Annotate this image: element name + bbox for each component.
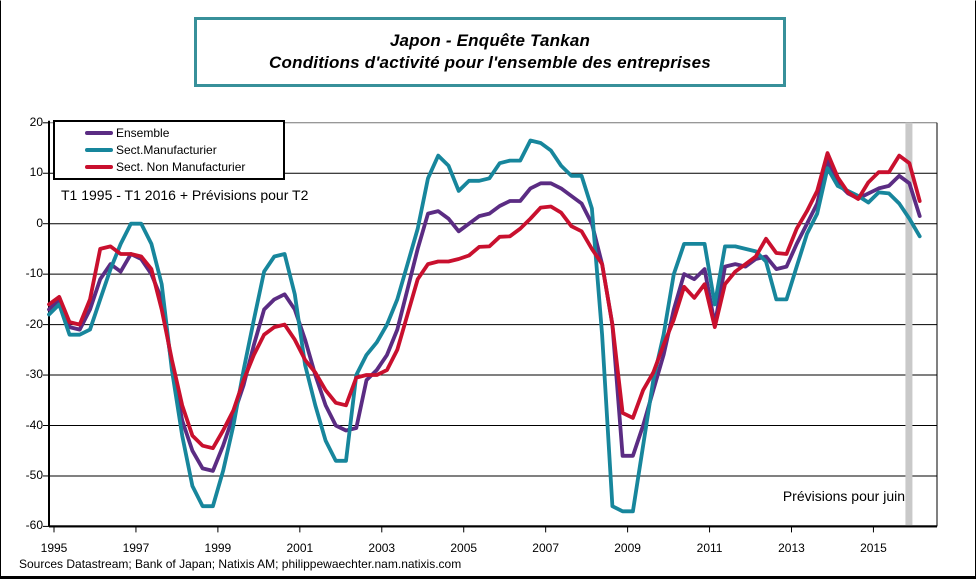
legend-swatch-icon: [85, 130, 113, 135]
forecast-annotation: Prévisions pour juin: [782, 488, 905, 504]
legend-item-0: Ensemble: [85, 124, 283, 141]
x-axis-label-2001: 2001: [286, 541, 314, 555]
legend-swatch-icon: [85, 165, 113, 170]
forecast-band: [905, 122, 913, 527]
legend-item-2: Sect. Non Manufacturier: [85, 159, 283, 176]
x-axis-label-2009: 2009: [614, 541, 641, 555]
series-line-0: [47, 158, 922, 473]
y-axis-label--20: -20: [25, 316, 43, 331]
chart-title-line1: Japon - Enquête Tankan: [389, 31, 591, 50]
range-annotation: T1 1995 - T1 2016 + Prévisions pour T2: [61, 187, 309, 203]
x-axis-label-1995: 1995: [40, 541, 68, 555]
source-footer: Sources Datastream; Bank of Japan; Natix…: [19, 557, 462, 571]
x-axis-label-2011: 2011: [696, 541, 723, 555]
x-axis-label-2003: 2003: [368, 541, 396, 555]
series-line-1: [47, 138, 922, 514]
y-axis-label-10: 10: [29, 165, 43, 180]
x-axis-label-2005: 2005: [450, 541, 478, 555]
y-axis-label-0: 0: [36, 215, 43, 230]
y-axis-label--50: -50: [25, 467, 43, 482]
series-line-2: [47, 151, 922, 451]
legend-item-1: Sect.Manufacturier: [85, 141, 283, 158]
legend-label: Ensemble: [116, 125, 170, 140]
legend-label: Sect.Manufacturier: [116, 142, 217, 157]
legend-label: Sect. Non Manufacturier: [116, 160, 246, 175]
chart-title-box: Japon - Enquête Tankan Conditions d'acti…: [194, 17, 786, 87]
y-axis-label--30: -30: [25, 367, 43, 382]
y-axis-label--40: -40: [25, 417, 43, 432]
x-axis-label-1997: 1997: [122, 541, 150, 555]
y-axis-label--60: -60: [25, 518, 43, 533]
x-axis-label-1999: 1999: [204, 541, 232, 555]
chart-title-line2: Conditions d'activité pour l'ensemble de…: [269, 53, 711, 72]
legend: Ensemble Sect.Manufacturier Sect. Non Manu…: [53, 120, 285, 180]
legend-swatch-icon: [85, 147, 113, 152]
x-axis-label-2015: 2015: [860, 541, 887, 555]
y-axis-label--10: -10: [25, 266, 43, 281]
x-axis-label-2013: 2013: [778, 541, 805, 555]
x-axis-label-2007: 2007: [532, 541, 559, 555]
y-axis-label-20: 20: [29, 114, 43, 129]
